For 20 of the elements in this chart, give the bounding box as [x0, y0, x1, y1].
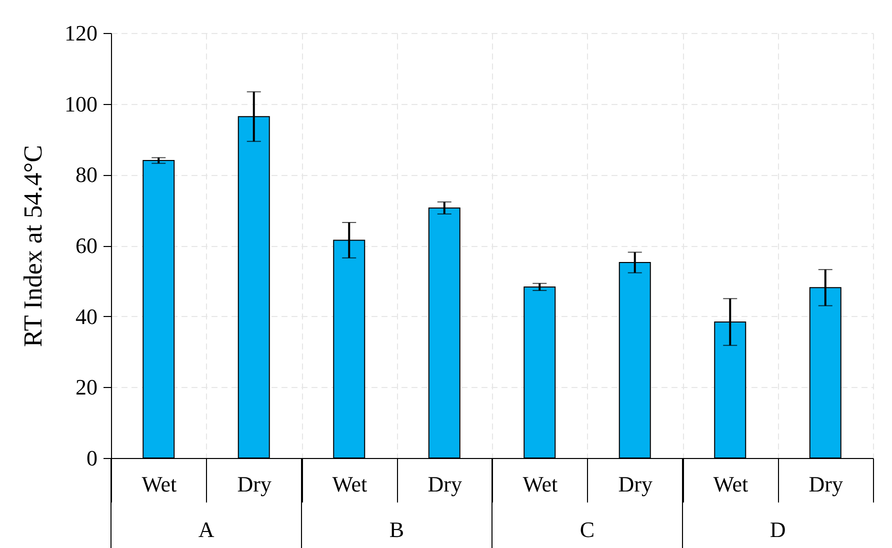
- text: C: [580, 517, 595, 542]
- y-tick-label: 100: [64, 91, 98, 116]
- x-tick-label: Wet: [142, 472, 177, 496]
- y-tick-label: 0: [86, 446, 98, 470]
- x-tick-label: Dry: [237, 472, 272, 496]
- text: D: [770, 517, 786, 542]
- y-tick-label: 120: [64, 20, 98, 46]
- text: A: [198, 517, 214, 542]
- y-tick-label: 80: [76, 162, 98, 188]
- x-tick-label: Dry: [428, 472, 462, 496]
- text: B: [389, 517, 404, 542]
- y-tick-label: 60: [76, 233, 98, 258]
- x-tick-label: Wet: [332, 472, 368, 496]
- y-axis-title: RT Index at 54.4°C: [18, 145, 48, 347]
- y-tick-label: 20: [76, 374, 98, 400]
- x-tick-label: Wet: [713, 472, 748, 496]
- x-tick-label: Dry: [618, 472, 652, 496]
- x-tick-label: Wet: [522, 472, 558, 496]
- x-tick-label: Dry: [808, 472, 843, 496]
- y-tick-label: 40: [76, 304, 98, 329]
